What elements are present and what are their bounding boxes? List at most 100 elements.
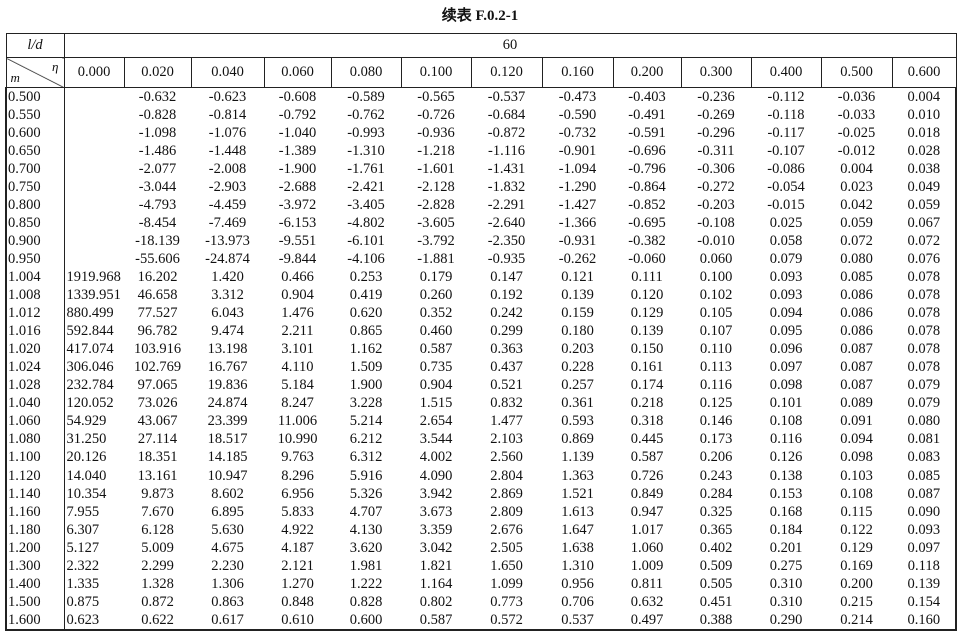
m-label: m [10, 70, 20, 85]
value-cell: -0.872 [487, 124, 526, 141]
table-row: 0.700 -2.077 -2.008 -1.900 -1.761 -1.601 -1.43… [5, 160, 958, 179]
eta-header-row: η m 0.000 0.020 0.040 0.060 0.080 0.100 0.120 0… [5, 57, 957, 88]
m-value-cell: 1.160 [5, 503, 65, 522]
value-cell: 7.670 [141, 503, 174, 520]
value-cell: 1.900 [349, 377, 383, 394]
value-cell: 0.100 [699, 268, 733, 285]
table-row: 1.300 2.322 2.299 2.230 2.121 1.981 1.821 1.650… [5, 557, 958, 576]
value-cell: 0.093 [892, 521, 958, 540]
eta-header-cell: 0.400 [750, 57, 822, 88]
value-cell: 2.103 [490, 431, 523, 448]
value-cell: 0.086 [840, 323, 873, 340]
value-cell: -0.296 [697, 124, 735, 141]
value-cell: -0.993 [347, 124, 385, 141]
value-cell: 0.118 [892, 557, 958, 576]
value-cell: -0.852 [628, 196, 666, 213]
m-value-cell: 1.300 [5, 557, 65, 576]
value-cell: -0.025 [837, 124, 876, 141]
m-value-cell: 1.400 [5, 575, 65, 594]
value-cell: -0.311 [697, 142, 735, 159]
value-cell [64, 142, 124, 160]
value-cell: 0.120 [630, 287, 664, 304]
value-cell: 0.139 [892, 575, 958, 594]
value-cell: 0.087 [840, 341, 873, 358]
value-cell: 0.863 [211, 593, 244, 610]
m-value-cell: 1.120 [5, 466, 65, 486]
value-cell: -1.098 [138, 124, 177, 141]
value-cell: 14.185 [207, 449, 248, 466]
table-row: 1.012 880.499 77.527 6.043 1.476 0.620 0.352 0.… [5, 304, 958, 323]
m-value-cell: 0.700 [5, 160, 65, 179]
value-cell: -18.139 [135, 232, 180, 249]
value-cell: 13.198 [207, 341, 248, 358]
m-value-cell: 0.650 [5, 142, 65, 161]
value-cell: -13.973 [205, 232, 250, 249]
value-cell: -55.606 [135, 250, 180, 267]
value-cell: 0.310 [769, 593, 803, 610]
value-cell: 0.087 [840, 377, 873, 394]
value-cell: -8.454 [138, 214, 177, 231]
value-cell: -2.350 [487, 232, 526, 249]
value-cell: 1.306 [211, 575, 244, 592]
value-cell: 0.023 [840, 178, 873, 195]
table-row: 0.550 -0.828 -0.814 -0.792 -0.762 -0.726 -0.68… [5, 106, 958, 125]
value-cell [64, 178, 124, 196]
m-value-cell: 1.080 [5, 430, 65, 449]
value-cell: -0.107 [767, 142, 805, 159]
value-cell: 6.043 [211, 305, 244, 322]
value-cell: 0.325 [699, 503, 733, 520]
value-cell: 0.060 [699, 250, 733, 267]
value-cell: -1.431 [487, 160, 526, 177]
m-value-cell: 1.012 [5, 304, 65, 323]
value-cell: -2.077 [138, 160, 177, 177]
value-cell: 0.121 [561, 268, 594, 285]
value-cell: 4.130 [349, 521, 383, 538]
value-cell: 0.848 [281, 593, 314, 610]
value-cell: -2.903 [208, 178, 247, 195]
value-cell: -0.269 [697, 106, 735, 123]
value-cell: 13.161 [137, 467, 178, 484]
value-cell: 3.042 [419, 539, 453, 556]
table-row: 1.040 120.052 73.026 24.874 8.247 3.228 1.515 0… [5, 394, 958, 413]
value-cell: 0.572 [471, 611, 542, 631]
value-cell: 18.351 [137, 449, 178, 466]
value-cell: 0.097 [892, 539, 958, 558]
value-cell: 0.159 [561, 305, 594, 322]
value-cell: 1.515 [419, 395, 453, 412]
value-cell [64, 88, 124, 107]
ld-label: l/d [5, 33, 65, 58]
value-cell: 306.046 [66, 359, 114, 376]
value-cell: 0.352 [419, 305, 453, 322]
value-cell: 0.049 [892, 178, 958, 197]
value-cell: -2.291 [487, 196, 526, 213]
value-cell: -3.044 [138, 178, 177, 195]
value-cell: 1.981 [349, 557, 383, 574]
value-cell: 0.025 [769, 214, 803, 231]
value-cell: -1.040 [278, 124, 317, 141]
value-cell: 2.869 [490, 485, 523, 502]
table-row: 1.100 20.126 18.351 14.185 9.763 6.312 4.002 2.… [5, 448, 958, 467]
value-cell: 0.105 [699, 305, 733, 322]
m-value-cell: 1.060 [5, 412, 65, 431]
table-row: 1.400 1.335 1.328 1.306 1.270 1.222 1.164 1.099… [5, 575, 958, 594]
value-cell: 0.096 [769, 341, 803, 358]
value-cell: -0.762 [347, 106, 385, 123]
value-cell: 2.560 [490, 449, 523, 466]
value-cell: -6.101 [347, 232, 385, 249]
value-cell: -24.874 [205, 250, 250, 267]
value-cell: 4.187 [281, 539, 314, 556]
value-cell: 0.150 [630, 341, 664, 358]
value-cell: 0.174 [630, 377, 664, 394]
table-row: 1.200 5.127 5.009 4.675 4.187 3.620 3.042 2.505… [5, 539, 958, 558]
table-row: 0.600 -1.098 -1.076 -1.040 -0.993 -0.936 -0.87… [5, 124, 958, 143]
table-row: 1.140 10.354 9.873 8.602 6.956 5.326 3.942 2.86… [5, 485, 958, 504]
value-cell: 0.080 [840, 250, 873, 267]
value-cell: -0.792 [278, 106, 317, 123]
eta-header-cell: 0.060 [263, 57, 332, 88]
value-cell: 0.089 [840, 395, 873, 412]
value-cell: 23.399 [207, 413, 248, 430]
value-cell: 0.094 [769, 305, 803, 322]
value-cell: 6.956 [281, 485, 314, 502]
value-cell: 0.623 [64, 611, 124, 631]
value-cell: 0.058 [769, 232, 803, 249]
